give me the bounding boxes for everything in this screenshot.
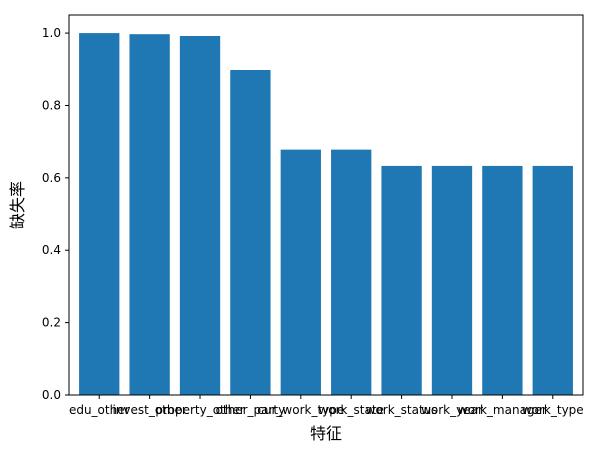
bar-property_other	[179, 35, 221, 395]
bar-work_state	[331, 149, 372, 395]
bar-work_manager	[482, 165, 523, 395]
bar-work_year	[431, 165, 473, 395]
bar-work_type	[532, 165, 573, 395]
x-tick-label: work_manager	[458, 403, 547, 417]
bar-invest_other	[129, 34, 170, 395]
x-tick-label: cur_work_type	[257, 403, 344, 417]
bars-group	[79, 33, 573, 395]
bar-work_status	[381, 165, 422, 395]
y-tick-label: 0.8	[42, 98, 61, 112]
y-tick-label: 0.6	[42, 171, 61, 185]
y-tick-label: 0.2	[42, 316, 61, 330]
x-axis-label: 特征	[310, 424, 342, 443]
y-axis-ticks: 0.0 0.2 0.4 0.6 0.8 1.0	[42, 26, 69, 402]
x-tick-label: work_type	[522, 403, 584, 417]
bar-other_party	[230, 70, 271, 395]
x-tick-label: work_state	[318, 403, 383, 417]
bar-edu_other	[79, 33, 120, 395]
x-tick-label: property_other	[155, 403, 244, 417]
x-tick-label: work_status	[366, 403, 438, 417]
x-tick-label: other_party	[216, 403, 286, 417]
y-tick-label: 0.0	[42, 388, 61, 402]
x-axis-ticks: edu_otherinvest_otherproperty_otherother…	[69, 395, 584, 417]
x-tick-label: invest_other	[112, 403, 186, 417]
x-tick-label: edu_other	[69, 403, 130, 417]
bar-cur_work_type	[280, 149, 321, 395]
plot-frame	[68, 14, 584, 396]
y-axis-label: 缺失率	[8, 181, 27, 229]
y-tick-label: 1.0	[42, 26, 61, 40]
x-tick-label: work_year	[421, 403, 483, 417]
y-tick-label: 0.4	[42, 243, 61, 257]
